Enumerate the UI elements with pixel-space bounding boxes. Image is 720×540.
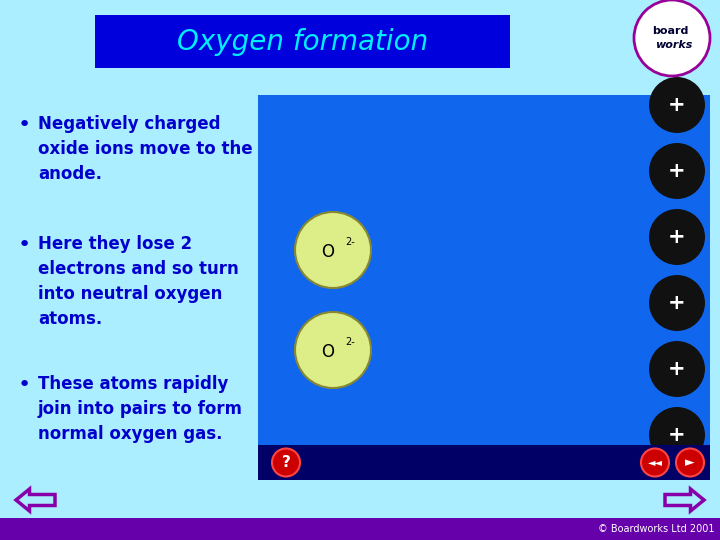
Circle shape <box>649 275 705 331</box>
Text: © Boardworks Ltd 2001: © Boardworks Ltd 2001 <box>598 524 715 534</box>
Text: ◄◄: ◄◄ <box>647 457 662 468</box>
Text: +: + <box>668 227 686 247</box>
Circle shape <box>649 77 705 133</box>
Text: •: • <box>18 115 31 135</box>
Text: +: + <box>668 161 686 181</box>
Text: 2-: 2- <box>345 337 355 347</box>
Bar <box>258 95 710 480</box>
Circle shape <box>649 209 705 265</box>
Text: •: • <box>18 235 31 255</box>
Circle shape <box>634 0 710 76</box>
Text: +: + <box>668 293 686 313</box>
Text: works: works <box>655 40 693 50</box>
Text: These atoms rapidly
join into pairs to form
normal oxygen gas.: These atoms rapidly join into pairs to f… <box>38 375 243 443</box>
Text: +: + <box>668 359 686 379</box>
Bar <box>258 445 710 480</box>
Text: •: • <box>18 375 31 395</box>
Bar <box>0 518 720 540</box>
Text: +: + <box>668 95 686 115</box>
Circle shape <box>272 449 300 476</box>
Text: Oxygen formation: Oxygen formation <box>177 28 428 56</box>
Circle shape <box>649 407 705 463</box>
Text: Negatively charged
oxide ions move to the
anode.: Negatively charged oxide ions move to th… <box>38 115 253 183</box>
Circle shape <box>649 341 705 397</box>
Text: ►: ► <box>685 456 695 469</box>
Circle shape <box>641 449 669 476</box>
Text: Here they lose 2
electrons and so turn
into neutral oxygen
atoms.: Here they lose 2 electrons and so turn i… <box>38 235 239 328</box>
Bar <box>95 15 510 68</box>
Text: ?: ? <box>282 455 290 470</box>
Circle shape <box>676 449 704 476</box>
Circle shape <box>295 312 371 388</box>
Circle shape <box>649 143 705 199</box>
Circle shape <box>295 212 371 288</box>
Text: O: O <box>322 343 335 361</box>
Text: board: board <box>652 26 688 36</box>
Text: +: + <box>668 425 686 445</box>
Text: O: O <box>322 243 335 261</box>
Text: 2-: 2- <box>345 237 355 247</box>
